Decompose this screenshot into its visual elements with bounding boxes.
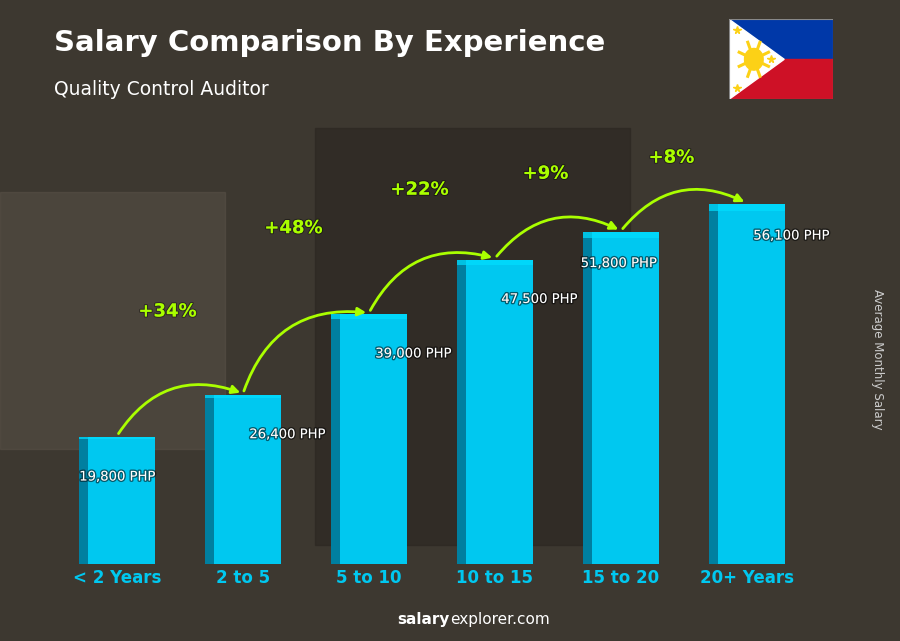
Bar: [729, 60, 832, 99]
Text: 56,100 PHP: 56,100 PHP: [753, 229, 830, 242]
Bar: [709, 204, 785, 211]
Circle shape: [744, 49, 763, 70]
Text: Salary Comparison By Experience: Salary Comparison By Experience: [54, 29, 605, 57]
Bar: [205, 395, 281, 564]
Bar: [729, 19, 832, 60]
Bar: [315, 128, 630, 545]
Text: +34%: +34%: [139, 303, 196, 320]
Bar: [709, 204, 785, 564]
Bar: [709, 204, 718, 564]
Text: 26,400 PHP: 26,400 PHP: [249, 428, 326, 441]
Text: 47,500 PHP: 47,500 PHP: [501, 293, 578, 306]
Bar: [583, 232, 592, 564]
Text: 19,800 PHP: 19,800 PHP: [79, 470, 156, 483]
Bar: [583, 232, 659, 564]
Bar: [331, 314, 340, 564]
Bar: [331, 314, 407, 319]
Text: +48%: +48%: [265, 219, 322, 237]
Text: salary: salary: [398, 612, 450, 627]
Bar: [205, 395, 214, 564]
Bar: [205, 395, 281, 398]
Bar: [457, 260, 466, 564]
Bar: [331, 314, 407, 564]
Text: +22%: +22%: [391, 181, 448, 199]
Text: explorer.com: explorer.com: [450, 612, 550, 627]
Bar: [79, 437, 155, 564]
Text: 51,800 PHP: 51,800 PHP: [580, 257, 657, 270]
Bar: [457, 260, 533, 265]
Text: +8%: +8%: [649, 149, 694, 167]
Text: +9%: +9%: [523, 165, 568, 183]
Bar: [79, 437, 88, 564]
Bar: [583, 232, 659, 238]
Text: Average Monthly Salary: Average Monthly Salary: [871, 288, 884, 429]
Bar: [79, 437, 155, 440]
Polygon shape: [729, 19, 784, 99]
Text: Quality Control Auditor: Quality Control Auditor: [54, 80, 269, 99]
Bar: [0, 192, 225, 449]
Bar: [457, 260, 533, 564]
Text: 39,000 PHP: 39,000 PHP: [375, 347, 452, 360]
